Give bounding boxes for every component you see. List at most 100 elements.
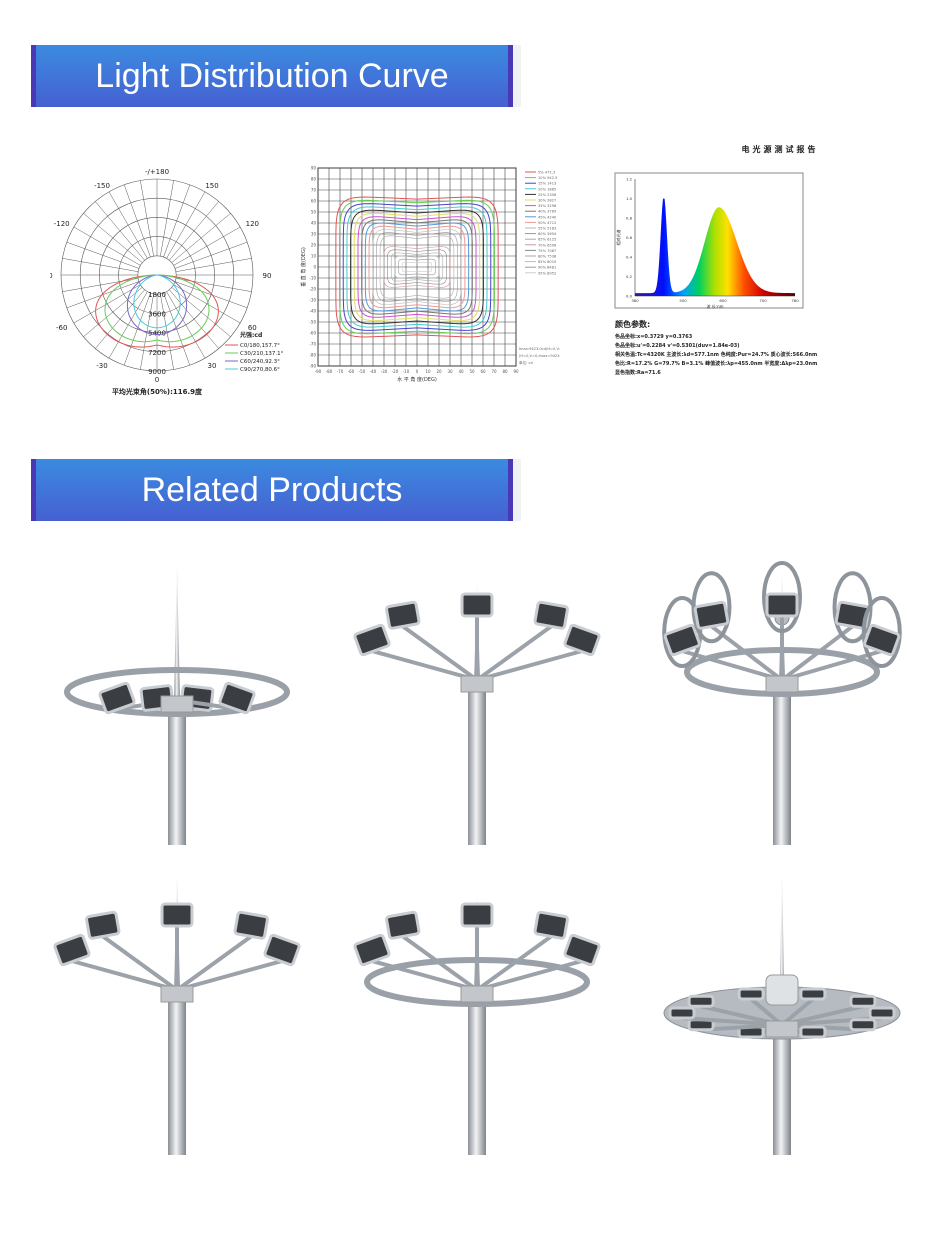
ring-label: 5400 <box>148 330 166 338</box>
chart-note: 单位: cd <box>519 360 533 365</box>
grid-spoke <box>140 180 154 257</box>
color-parameter: 相关色温:Tc=4320K 主波长:λd=577.1nm 色纯度:Pur=24.… <box>615 351 817 358</box>
lamp-arm <box>475 934 553 992</box>
x-tick: -20 <box>392 369 399 374</box>
floodlight <box>263 933 301 967</box>
y-tick: 20 <box>311 243 317 248</box>
floodlight <box>160 902 194 928</box>
floodlight <box>218 681 256 715</box>
y-tick: 40 <box>311 221 317 226</box>
intensity-curve <box>133 274 181 329</box>
related-product-high-mast-light[interactable] <box>640 560 925 850</box>
legend-label: 25% 2356 <box>538 193 557 197</box>
x-tick: 780 <box>791 298 799 303</box>
color-parameter: 显色指数:Ra=71.6 <box>615 369 661 376</box>
y-tick: 0.8 <box>626 216 633 221</box>
angle-label: 30 <box>208 362 217 370</box>
isolux-contour <box>376 232 458 302</box>
x-tick: 0 <box>416 369 419 374</box>
grid-spoke <box>83 287 143 337</box>
grid-spoke <box>73 226 141 266</box>
lamp-arm <box>71 959 178 992</box>
angle-label: -120 <box>54 220 70 228</box>
legend-label: 10% 942.5 <box>538 176 557 180</box>
legend-title: 光强:cd <box>239 331 262 339</box>
grid-spoke <box>173 284 241 324</box>
grid-spoke <box>73 284 141 324</box>
pole <box>773 1025 791 1155</box>
lightning-rod <box>174 565 180 700</box>
grid-spoke <box>62 278 139 292</box>
angle-label: 60 <box>248 324 257 332</box>
y-tick: -30 <box>309 298 316 303</box>
pole-head-collar <box>160 695 194 713</box>
pole <box>468 680 486 845</box>
floodlight <box>385 600 421 630</box>
intensity-curve <box>95 274 219 348</box>
grid-spoke <box>171 287 231 337</box>
floodlight <box>687 994 715 1008</box>
y-tick: -60 <box>309 331 316 336</box>
y-tick: 80 <box>311 177 317 182</box>
x-tick: -50 <box>359 369 366 374</box>
legend-label: 40% 3769 <box>538 210 557 214</box>
ring-label: 3600 <box>148 310 166 318</box>
grid-spoke <box>173 226 241 266</box>
isolux-contour <box>387 249 447 285</box>
legend-label: 60% 5654 <box>538 232 557 236</box>
pole-head-collar <box>765 1020 799 1038</box>
grid-spoke <box>108 191 148 259</box>
grid-spoke <box>123 292 151 366</box>
angle-label: -30 <box>96 362 107 370</box>
y-tick: -80 <box>309 353 316 358</box>
x-tick: -70 <box>337 369 344 374</box>
chart-note: Imax:9423.0cd(H=0,V=18.0) <box>519 347 560 351</box>
angle-label: 120 <box>246 220 259 228</box>
x-tick: 90 <box>513 369 519 374</box>
x-axis-label: 水 平 角 度(DEG) <box>397 376 437 383</box>
x-tick: 30 <box>447 369 453 374</box>
x-tick: 600 <box>719 298 727 303</box>
isolux-contour <box>394 255 440 279</box>
floodlight <box>460 592 494 618</box>
color-parameter: 色品坐标:u'=0.2284 v'=0.5301(duv=1.84e-03) <box>615 342 740 349</box>
x-tick: 80 <box>502 369 508 374</box>
y-tick: 60 <box>311 199 317 204</box>
y-tick: -20 <box>309 287 316 292</box>
grid-spoke <box>95 289 145 349</box>
x-tick: -40 <box>370 369 377 374</box>
x-tick: -10 <box>403 369 410 374</box>
floodlight <box>98 681 136 715</box>
lamp-arm <box>101 934 179 992</box>
x-tick: 500 <box>679 298 687 303</box>
floodlight <box>668 1006 696 1020</box>
support-ring <box>64 667 290 717</box>
floodlight <box>353 933 391 967</box>
related-product-high-mast-light[interactable] <box>35 870 320 1160</box>
isolux-contour <box>401 262 433 272</box>
intensity-curve <box>126 274 188 335</box>
related-product-high-mast-light[interactable] <box>335 560 620 850</box>
related-product-high-mast-light[interactable] <box>335 870 620 1160</box>
x-tick: 10 <box>425 369 431 374</box>
spectral-power-curve <box>635 198 795 296</box>
grid-spoke <box>66 281 140 309</box>
grid-spoke <box>171 213 231 263</box>
lamp-frame <box>861 596 902 668</box>
driver-box <box>765 974 799 1006</box>
lamp-arm <box>476 959 583 992</box>
floodlight <box>799 1025 827 1039</box>
section-title: Light Distribution Curve <box>31 45 513 107</box>
x-tick: -30 <box>381 369 388 374</box>
related-product-high-mast-light[interactable] <box>640 870 925 1160</box>
angle-label: -150 <box>94 182 110 190</box>
y-tick: 1.0 <box>626 196 633 201</box>
y-tick: -50 <box>309 320 316 325</box>
pole-head-collar <box>460 675 494 693</box>
pole-head-collar <box>160 985 194 1003</box>
grid-spoke <box>140 293 154 370</box>
x-axis-label: 波 长:nm <box>706 303 723 309</box>
related-product-high-mast-light[interactable] <box>35 560 320 850</box>
grid-spoke <box>169 201 219 261</box>
